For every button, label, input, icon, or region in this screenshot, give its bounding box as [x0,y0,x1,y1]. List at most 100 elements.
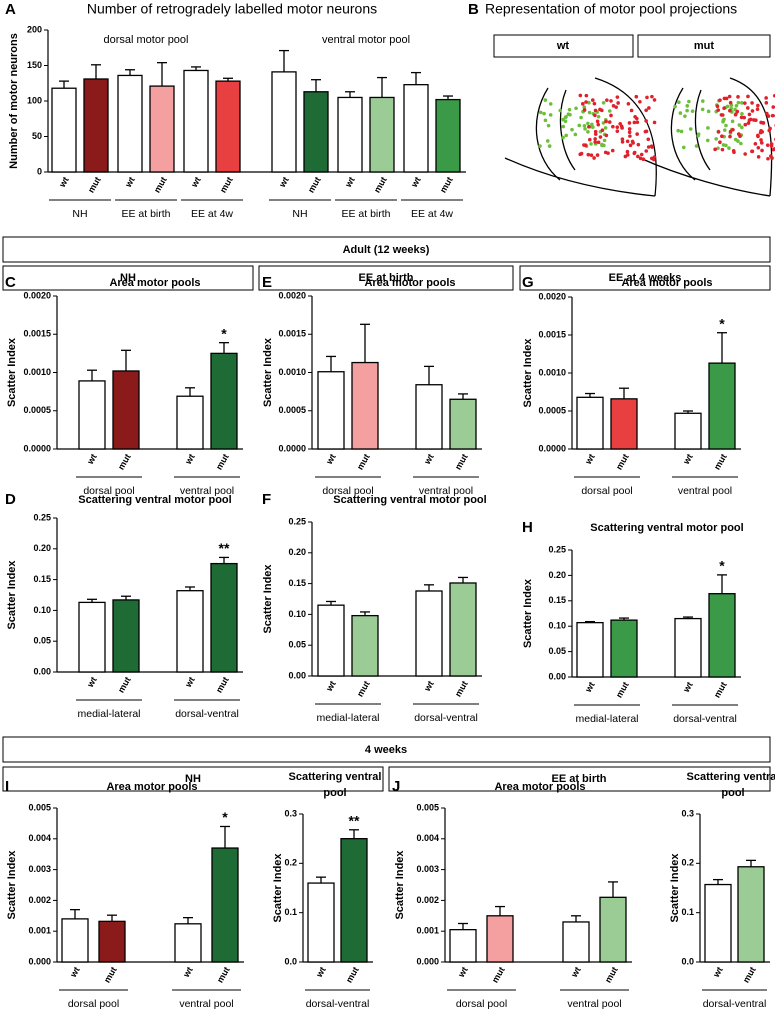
annotation: dorsal motor pool [104,34,189,46]
significance: * [719,315,725,331]
dot-red [770,113,775,118]
chart-title-box: Scattering ventral pool [687,771,775,799]
x-tick-label: wt [123,175,137,190]
header-box [388,766,771,792]
y-axis-label: Scatter Index [6,337,18,407]
y-tick-label: 0.0005 [538,405,566,415]
y-tick-label: 0.20 [548,570,566,580]
dot-red [755,107,760,111]
dot-green [546,123,551,128]
dot-red [639,152,644,157]
panel-letter: E [262,274,272,291]
dot-green [716,146,720,151]
dot-red [584,100,588,104]
y-tick-label: 0.00 [288,670,306,680]
group-label: ventral pool [179,998,233,1010]
bar [351,361,379,450]
dot-red [644,119,648,123]
panel-letter: J [392,778,400,795]
dot-red [760,130,765,134]
panel-letter: A [5,1,16,18]
header: NH [185,773,201,785]
dot-red [636,154,640,159]
bar [174,923,202,963]
bar [183,69,209,173]
dot-red [634,116,639,121]
dot-green [734,103,739,108]
dot-red [595,153,600,157]
dot-red [638,156,643,161]
x-tick-label: wt [343,175,357,190]
x-tick-label: wt [314,965,328,980]
annotation: ventral motor pool [322,34,410,46]
y-tick-label: 0.000 [416,956,439,966]
bar [98,920,126,963]
dot-red [750,149,754,154]
group-label: ventral pool [419,485,473,497]
dot-red [635,120,640,125]
dot-green [694,144,699,148]
dot-red [756,155,761,159]
dot-red [750,101,754,105]
chart-title: Area motor pools [621,277,712,289]
dot-red [615,129,620,134]
dot-red [614,105,618,109]
x-tick-label: wt [181,965,195,980]
x-tick-label: mut [453,452,470,471]
x-tick-label: mut [490,965,507,984]
dot-red [626,102,631,106]
y-tick-label: 0.2 [681,858,694,868]
x-tick-label: mut [603,965,620,984]
dot-red [722,106,726,110]
group-label: dorsal pool [581,485,632,497]
dot-green [586,121,590,126]
y-tick-label: 50 [32,131,42,141]
dot-green [582,124,587,128]
dot-green [548,102,553,106]
group-label: EE at birth [341,208,390,220]
x-tick-label: wt [183,452,197,467]
group-label: dorsal pool [68,998,119,1010]
y-tick-label: 0.0010 [538,367,566,377]
dot-green [676,128,680,133]
dot-green [587,100,591,105]
dot-red [593,137,597,141]
dot-red [627,130,632,134]
dot-red [743,101,747,105]
x-tick-label: wt [183,675,197,690]
dot-red [629,108,634,113]
x-tick-label: mut [712,680,729,699]
bar [486,915,514,963]
dot-green [696,133,700,138]
chart-title: Scattering ventral pool [288,771,382,799]
y-axis-label: Scatter Index [272,853,284,923]
dot-green [724,143,728,148]
y-tick-label: 0.0 [284,956,297,966]
header: 4 weeks [365,744,407,756]
y-tick-label: 0.25 [33,512,51,522]
header: EE at birth [358,272,413,284]
dot-red [587,125,591,129]
outline-wt [504,77,657,197]
dot-green [714,137,718,141]
bar [176,395,204,450]
x-tick-label: wt [583,680,597,695]
dot-red [632,120,637,125]
bar [674,412,702,450]
chart-title: Number of retrogradely labelled motor ne… [87,1,377,17]
dot-red [641,157,646,162]
y-tick-label: 0.003 [28,864,51,874]
x-tick-label: mut [214,452,231,471]
dot-green [678,111,683,115]
outline-mut [639,77,773,197]
y-axis-label: Scatter Index [6,850,18,920]
y-tick-label: 0.0005 [278,405,306,415]
header: EE at 4 weeks [609,272,682,284]
dot-green [558,108,563,113]
bar [576,621,604,678]
dot-green [681,145,686,150]
dot-red [756,103,760,108]
bar [562,921,590,963]
bar [211,847,239,963]
y-tick-label: 0.0000 [23,443,51,453]
